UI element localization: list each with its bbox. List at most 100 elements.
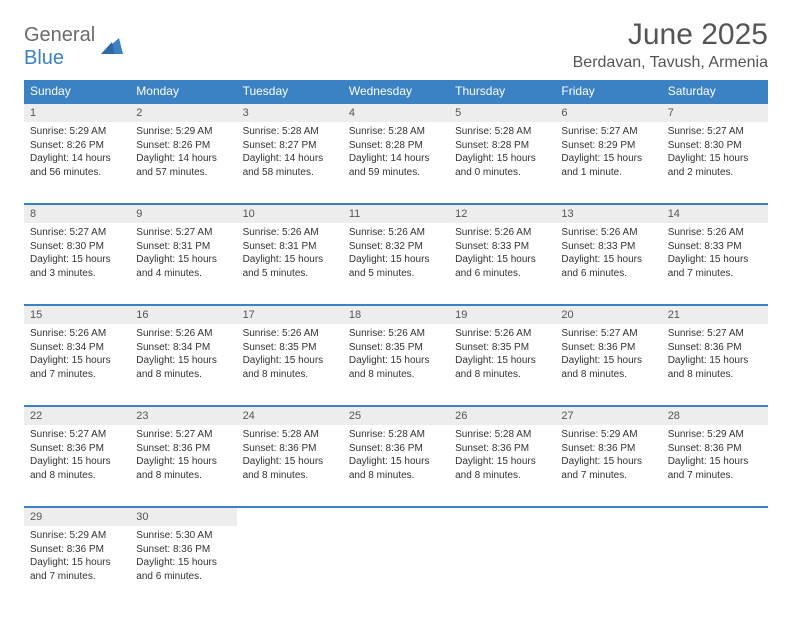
day-cell: Sunrise: 5:27 AMSunset: 8:36 PMDaylight:…	[24, 425, 130, 507]
sunset-text: Sunset: 8:33 PM	[668, 240, 762, 254]
day-number-cell	[662, 507, 768, 526]
day-cell: Sunrise: 5:26 AMSunset: 8:34 PMDaylight:…	[24, 324, 130, 406]
sunset-text: Sunset: 8:32 PM	[349, 240, 443, 254]
sunrise-text: Sunrise: 5:28 AM	[349, 125, 443, 139]
daylight-text: Daylight: 15 hours and 4 minutes.	[136, 253, 230, 280]
day-cell: Sunrise: 5:29 AMSunset: 8:36 PMDaylight:…	[24, 526, 130, 608]
sunset-text: Sunset: 8:27 PM	[243, 139, 337, 153]
day-number-cell: 21	[662, 305, 768, 324]
daylight-text: Daylight: 15 hours and 8 minutes.	[243, 455, 337, 482]
day-cell: Sunrise: 5:26 AMSunset: 8:31 PMDaylight:…	[237, 223, 343, 305]
day-cell	[237, 526, 343, 608]
day-cell: Sunrise: 5:27 AMSunset: 8:31 PMDaylight:…	[130, 223, 236, 305]
day-cell	[555, 526, 661, 608]
day-number-cell: 8	[24, 204, 130, 223]
daylight-text: Daylight: 15 hours and 8 minutes.	[349, 455, 443, 482]
day-body-row: Sunrise: 5:26 AMSunset: 8:34 PMDaylight:…	[24, 324, 768, 406]
day-body-row: Sunrise: 5:27 AMSunset: 8:30 PMDaylight:…	[24, 223, 768, 305]
daylight-text: Daylight: 15 hours and 7 minutes.	[561, 455, 655, 482]
day-number-cell: 13	[555, 204, 661, 223]
day-cell: Sunrise: 5:27 AMSunset: 8:29 PMDaylight:…	[555, 122, 661, 204]
daylight-text: Daylight: 15 hours and 6 minutes.	[455, 253, 549, 280]
day-cell: Sunrise: 5:28 AMSunset: 8:36 PMDaylight:…	[449, 425, 555, 507]
day-cell: Sunrise: 5:28 AMSunset: 8:36 PMDaylight:…	[237, 425, 343, 507]
sunset-text: Sunset: 8:34 PM	[30, 341, 124, 355]
sunset-text: Sunset: 8:36 PM	[561, 442, 655, 456]
day-cell: Sunrise: 5:26 AMSunset: 8:35 PMDaylight:…	[343, 324, 449, 406]
sunset-text: Sunset: 8:35 PM	[349, 341, 443, 355]
day-cell: Sunrise: 5:26 AMSunset: 8:35 PMDaylight:…	[449, 324, 555, 406]
sunrise-text: Sunrise: 5:26 AM	[243, 226, 337, 240]
day-cell	[343, 526, 449, 608]
day-number-cell	[555, 507, 661, 526]
sunset-text: Sunset: 8:36 PM	[349, 442, 443, 456]
day-cell: Sunrise: 5:28 AMSunset: 8:27 PMDaylight:…	[237, 122, 343, 204]
daylight-text: Daylight: 15 hours and 3 minutes.	[30, 253, 124, 280]
day-number-cell: 19	[449, 305, 555, 324]
sunset-text: Sunset: 8:33 PM	[455, 240, 549, 254]
sunrise-text: Sunrise: 5:26 AM	[561, 226, 655, 240]
day-number-cell: 12	[449, 204, 555, 223]
day-number-cell: 5	[449, 103, 555, 122]
sunset-text: Sunset: 8:30 PM	[668, 139, 762, 153]
day-number-cell: 1	[24, 103, 130, 122]
daylight-text: Daylight: 15 hours and 0 minutes.	[455, 152, 549, 179]
day-cell: Sunrise: 5:27 AMSunset: 8:36 PMDaylight:…	[130, 425, 236, 507]
day-cell	[662, 526, 768, 608]
logo: General Blue	[24, 18, 123, 70]
sunrise-text: Sunrise: 5:27 AM	[136, 226, 230, 240]
day-number-cell: 28	[662, 406, 768, 425]
day-body-row: Sunrise: 5:29 AMSunset: 8:26 PMDaylight:…	[24, 122, 768, 204]
daylight-text: Daylight: 15 hours and 7 minutes.	[668, 455, 762, 482]
day-cell: Sunrise: 5:27 AMSunset: 8:30 PMDaylight:…	[662, 122, 768, 204]
daylight-text: Daylight: 14 hours and 59 minutes.	[349, 152, 443, 179]
month-title: June 2025	[573, 18, 768, 52]
sunrise-text: Sunrise: 5:28 AM	[349, 428, 443, 442]
sunset-text: Sunset: 8:34 PM	[136, 341, 230, 355]
day-cell: Sunrise: 5:28 AMSunset: 8:28 PMDaylight:…	[343, 122, 449, 204]
day-cell: Sunrise: 5:26 AMSunset: 8:33 PMDaylight:…	[662, 223, 768, 305]
calendar-table: SundayMondayTuesdayWednesdayThursdayFrid…	[24, 80, 768, 608]
sunrise-text: Sunrise: 5:26 AM	[349, 327, 443, 341]
daylight-text: Daylight: 15 hours and 8 minutes.	[243, 354, 337, 381]
sunrise-text: Sunrise: 5:29 AM	[30, 125, 124, 139]
day-number-cell: 16	[130, 305, 236, 324]
day-number-cell: 3	[237, 103, 343, 122]
day-number-cell: 7	[662, 103, 768, 122]
day-number-cell	[449, 507, 555, 526]
daylight-text: Daylight: 15 hours and 6 minutes.	[136, 556, 230, 583]
sunset-text: Sunset: 8:26 PM	[136, 139, 230, 153]
sunrise-text: Sunrise: 5:26 AM	[136, 327, 230, 341]
daylight-text: Daylight: 15 hours and 8 minutes.	[349, 354, 443, 381]
sunrise-text: Sunrise: 5:28 AM	[243, 428, 337, 442]
sunset-text: Sunset: 8:35 PM	[243, 341, 337, 355]
sunrise-text: Sunrise: 5:27 AM	[668, 125, 762, 139]
weekday-header: Wednesday	[343, 80, 449, 103]
sunrise-text: Sunrise: 5:29 AM	[136, 125, 230, 139]
daylight-text: Daylight: 15 hours and 8 minutes.	[30, 455, 124, 482]
sunset-text: Sunset: 8:33 PM	[561, 240, 655, 254]
day-body-row: Sunrise: 5:29 AMSunset: 8:36 PM Daylight:…	[24, 526, 768, 608]
day-number-cell: 6	[555, 103, 661, 122]
sunset-text: Sunset: 8:36 PM	[136, 442, 230, 456]
day-cell: Sunrise: 5:29 AMSunset: 8:36 PMDaylight:…	[662, 425, 768, 507]
day-number-cell: 25	[343, 406, 449, 425]
daylight-text: Daylight: 14 hours and 57 minutes.	[136, 152, 230, 179]
daylight-text: Daylight: 15 hours and 7 minutes.	[668, 253, 762, 280]
day-number-cell: 11	[343, 204, 449, 223]
day-number-cell	[343, 507, 449, 526]
day-number-row: 1234567	[24, 103, 768, 122]
day-number-cell: 23	[130, 406, 236, 425]
day-cell: Sunrise: 5:26 AMSunset: 8:35 PMDaylight:…	[237, 324, 343, 406]
sunset-text: Sunset: 8:28 PM	[349, 139, 443, 153]
sunrise-text: Sunrise: 5:26 AM	[668, 226, 762, 240]
sunrise-text: Sunrise: 5:26 AM	[455, 226, 549, 240]
header: General Blue June 2025 Berdavan, Tavush,…	[24, 18, 768, 72]
sunset-text: Sunset: 8:36 PM	[561, 341, 655, 355]
daylight-text: Daylight: 15 hours and 8 minutes.	[668, 354, 762, 381]
sunset-text: Sunset: 8:36 PM	[30, 543, 124, 557]
sunrise-text: Sunrise: 5:27 AM	[561, 125, 655, 139]
sunrise-text: Sunrise: 5:26 AM	[30, 327, 124, 341]
sunrise-text: Sunrise: 5:29 AM	[30, 529, 124, 543]
daylight-text: Daylight: 15 hours and 5 minutes.	[349, 253, 443, 280]
